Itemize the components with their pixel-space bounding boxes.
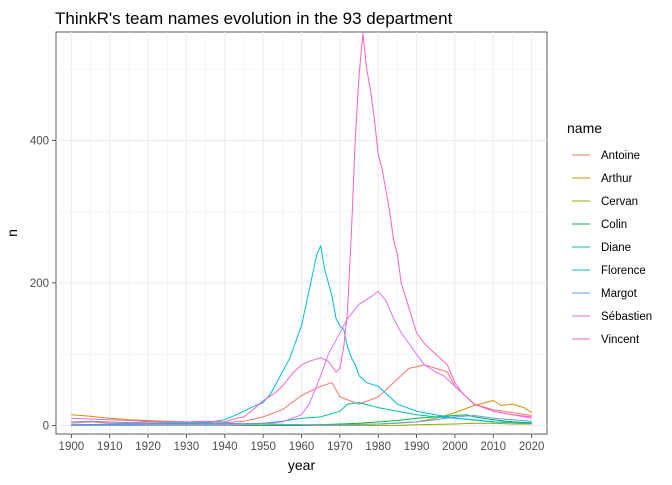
series-line-sébastien bbox=[71, 290, 532, 426]
x-tick-label: 1910 bbox=[97, 441, 123, 453]
x-tick-label: 2000 bbox=[442, 441, 468, 453]
series-line-cervan bbox=[71, 422, 532, 426]
x-tick-label: 1990 bbox=[404, 441, 430, 453]
series-line-colin bbox=[71, 414, 532, 426]
x-tick-label: 1950 bbox=[250, 441, 276, 453]
x-tick-label: 1970 bbox=[327, 441, 353, 453]
legend-label: Vincent bbox=[601, 334, 640, 346]
x-tick-label: 1930 bbox=[174, 441, 200, 453]
chart-title: ThinkR's team names evolution in the 93 … bbox=[55, 9, 453, 28]
legend-label: Sébastien bbox=[601, 311, 652, 323]
legend-item-colin: Colin bbox=[572, 219, 627, 231]
legend: name Antoine Arthur Cervan Colin Diane Floren… bbox=[567, 120, 652, 346]
legend-label: Antoine bbox=[601, 150, 640, 162]
y-axis-title: n bbox=[4, 229, 20, 237]
legend-label: Diane bbox=[601, 242, 631, 254]
legend-item-vincent: Vincent bbox=[572, 334, 640, 346]
series-line-vincent bbox=[71, 32, 532, 423]
legend-title: name bbox=[567, 120, 602, 136]
x-tick-label: 2020 bbox=[519, 441, 545, 453]
legend-label: Colin bbox=[601, 219, 627, 231]
series-line-florence bbox=[71, 245, 532, 426]
legend-item-cervan: Cervan bbox=[572, 196, 638, 208]
x-axis-title: year bbox=[288, 457, 316, 473]
legend-item-antoine: Antoine bbox=[572, 150, 640, 162]
legend-item-florence: Florence bbox=[572, 265, 646, 277]
x-tick-label: 2010 bbox=[481, 441, 507, 453]
grid-layer bbox=[56, 32, 547, 434]
axis-layer: 1900 1910 1920 1930 1940 1950 1960 1970 1980 1990… bbox=[30, 135, 545, 453]
legend-item-margot: Margot bbox=[572, 288, 638, 300]
y-tick-label: 200 bbox=[30, 278, 49, 290]
x-tick-label: 1900 bbox=[59, 441, 85, 453]
legend-label: Arthur bbox=[601, 173, 632, 185]
legend-label: Florence bbox=[601, 265, 646, 277]
x-tick-label: 1940 bbox=[212, 441, 238, 453]
legend-item-arthur: Arthur bbox=[572, 173, 632, 185]
legend-label: Cervan bbox=[601, 196, 638, 208]
legend-items: Antoine Arthur Cervan Colin Diane Florence Mar… bbox=[572, 150, 652, 346]
series-layer bbox=[71, 32, 532, 426]
x-tick-label: 1980 bbox=[365, 441, 391, 453]
legend-item-sébastien: Sébastien bbox=[572, 311, 652, 323]
y-tick-label: 400 bbox=[30, 135, 49, 147]
series-line-margot bbox=[71, 415, 532, 426]
x-tick-label: 1960 bbox=[289, 441, 315, 453]
legend-item-diane: Diane bbox=[572, 242, 631, 254]
x-tick-label: 1920 bbox=[135, 441, 161, 453]
y-tick-label: 0 bbox=[43, 420, 49, 432]
legend-label: Margot bbox=[601, 288, 638, 300]
